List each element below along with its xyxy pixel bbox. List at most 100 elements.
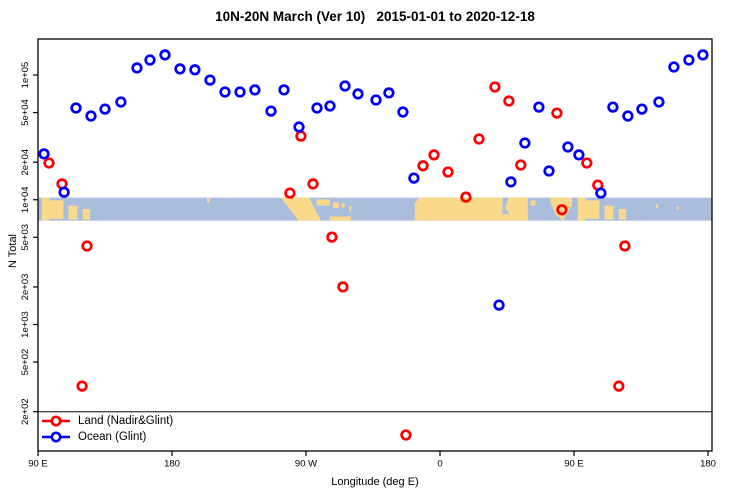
ocean-data-point (293, 121, 305, 133)
map-land-patch (676, 206, 679, 210)
ocean-data-point (519, 137, 531, 149)
land-data-point (307, 178, 319, 190)
ocean-data-point (204, 74, 216, 86)
ocean-data-point (115, 96, 127, 108)
ocean-data-point (636, 103, 648, 115)
land-data-point (326, 231, 338, 243)
ocean-data-point (533, 101, 545, 113)
map-land-patch (618, 209, 627, 220)
land-data-point (428, 149, 440, 161)
y-tick-label: 2e+03 (20, 274, 31, 301)
ocean-data-point (383, 87, 395, 99)
land-data-point (284, 187, 296, 199)
chart-title: 10N-20N March (Ver 10) 2015-01-01 to 202… (215, 9, 535, 24)
map-land-patch (655, 204, 659, 208)
y-tick-label: 5e+03 (20, 224, 31, 251)
map-land-patch (329, 216, 351, 221)
y-tick-label: 5e+02 (20, 349, 31, 376)
legend-label-ocean: Ocean (Glint) (78, 431, 147, 443)
x-tick-label: 90 W (295, 459, 317, 470)
ocean-data-point (573, 149, 585, 161)
ocean-data-point (311, 102, 323, 114)
legend-item-ocean: Ocean (Glint) (41, 429, 173, 445)
ocean-data-point (683, 54, 695, 66)
y-tick-label: 1e+05 (20, 62, 31, 89)
land-data-point (43, 157, 55, 169)
land-data-point (295, 130, 307, 142)
y-tick-label: 1e+04 (20, 186, 31, 213)
land-data-point (613, 380, 625, 392)
map-land-patch (349, 205, 352, 212)
land-data-point (473, 133, 485, 145)
land-data-point (442, 166, 454, 178)
ocean-data-point (249, 84, 261, 96)
ocean-data-point (99, 103, 111, 115)
map-land-patch (414, 197, 503, 221)
land-data-point (551, 107, 563, 119)
plot-border (37, 38, 713, 452)
ocean-data-point (622, 110, 634, 122)
ocean-data-point (505, 176, 517, 188)
map-land-patch (505, 197, 528, 221)
ocean-data-point (668, 61, 680, 73)
ocean-data-point (595, 187, 607, 199)
legend: Land (Nadir&Glint) Ocean (Glint) (41, 413, 173, 445)
map-land-patch (68, 205, 78, 220)
ocean-data-point (562, 141, 574, 153)
x-tick-label: 0 (437, 459, 442, 470)
ocean-data-point (70, 102, 82, 114)
ocean-data-point (408, 172, 420, 184)
ocean-series-marker-icon (42, 431, 70, 443)
ocean-data-point (278, 84, 290, 96)
ocean-data-point (653, 96, 665, 108)
map-land-patch (82, 209, 91, 220)
land-data-point (503, 95, 515, 107)
map-land-patch (41, 197, 50, 221)
x-tick-label: 90 E (564, 459, 584, 470)
y-tick-label: 5e+04 (20, 99, 31, 126)
ocean-data-point (697, 49, 709, 61)
ocean-data-point (607, 101, 619, 113)
y-axis-label: N Total (7, 233, 19, 269)
map-land-patch (280, 197, 321, 221)
land-data-point (76, 380, 88, 392)
map-land-patch (530, 200, 536, 206)
y-tick-label: 2e+04 (20, 149, 31, 176)
y-tick-label: 1e+03 (20, 311, 31, 338)
land-data-point (337, 281, 349, 293)
ocean-data-point (324, 100, 336, 112)
ocean-data-point (370, 94, 382, 106)
land-series-marker-icon (42, 415, 70, 427)
ocean-data-point (144, 54, 156, 66)
legend-label-land: Land (Nadir&Glint) (78, 415, 174, 427)
land-data-point (619, 240, 631, 252)
ocean-data-point (339, 80, 351, 92)
ocean-data-point (543, 165, 555, 177)
map-land-patch (207, 198, 210, 203)
land-data-point (556, 204, 568, 216)
x-tick-label: 180 (700, 459, 716, 470)
ocean-data-point (131, 62, 143, 74)
map-land-patch (341, 203, 345, 208)
ocean-data-point (265, 105, 277, 117)
land-data-point (460, 191, 472, 203)
map-land-patch (577, 197, 586, 221)
ocean-data-point (159, 49, 171, 61)
y-tick-label: 2e+02 (20, 398, 31, 425)
ocean-data-point (219, 86, 231, 98)
legend-item-land: Land (Nadir&Glint) (41, 413, 173, 429)
land-data-point (81, 240, 93, 252)
ocean-data-point (493, 299, 505, 311)
ocean-data-point (397, 106, 409, 118)
map-land-patch (604, 205, 614, 220)
map-land-patch (550, 197, 572, 221)
ocean-data-point (85, 110, 97, 122)
map-land-patch (49, 200, 64, 219)
land-data-point (489, 81, 501, 93)
land-data-point (417, 160, 429, 172)
ocean-data-point (174, 63, 186, 75)
land-data-point (515, 159, 527, 171)
ocean-data-point (234, 86, 246, 98)
